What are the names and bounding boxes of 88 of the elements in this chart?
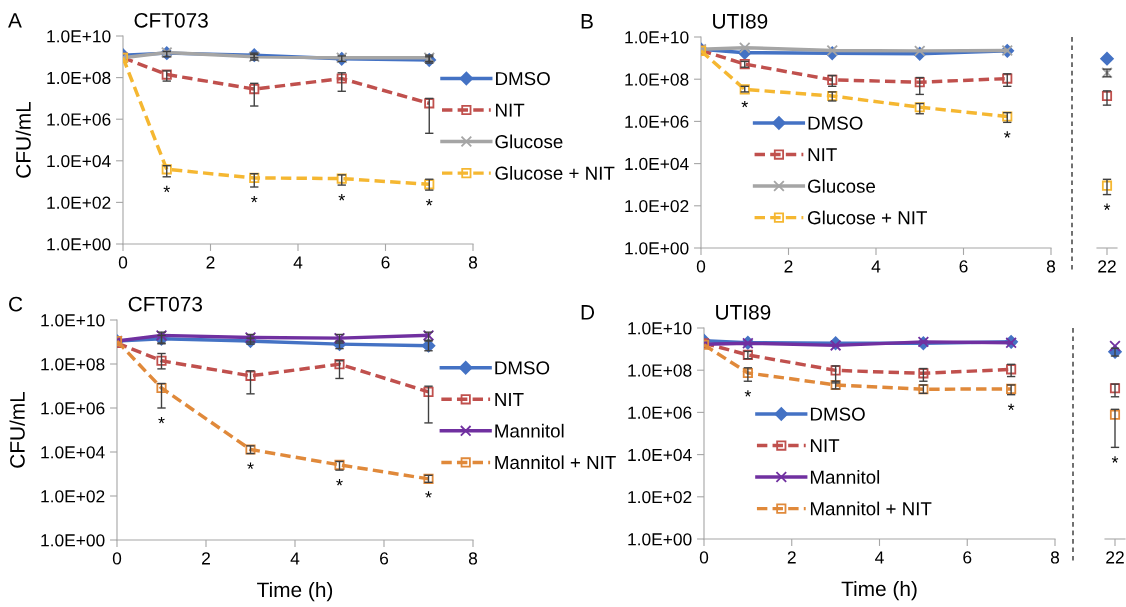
annotation: * [336,479,343,486]
annotation: * [163,185,170,193]
y-tick-label: 1.0E+00 [47,238,111,251]
y-tick-label: 1.0E+10 [47,30,111,43]
x-tick-label: 4 [875,551,884,564]
legend-label: Glucose + NIT [495,166,615,180]
legend-label: Mannitol + NIT [495,455,616,470]
y-tick-label: 1.0E+00 [625,242,689,255]
y-tick-label: 1.0E+06 [47,113,111,126]
y-tick-label: 1.0E+04 [41,446,105,459]
y-tick-label: 1.0E+04 [628,448,692,462]
x-tick-label: 0 [699,551,709,564]
legend-label: DMSO [810,407,865,421]
annotation: * [425,491,432,498]
chart-title: UTI89 [713,13,768,29]
y-tick-label: 1.0E+08 [625,73,689,86]
x-tick-label: 2 [787,551,796,564]
x-tick-label: 6 [959,260,968,273]
chart-title: UTI89 [716,304,771,320]
legend-label: DMSO [495,361,550,375]
legend-label: NIT [496,103,525,117]
y-tick-label: 1.0E+02 [47,196,111,209]
annotation: * [1004,131,1011,138]
x-tick-label: 2 [784,260,793,273]
x-axis-title: Time (h) [841,580,917,601]
x-tick-label: 4 [871,260,881,273]
y-tick-label: 1.0E+04 [47,154,111,168]
legend-label: NIT [810,439,840,453]
x-tick-label: 6 [381,256,390,269]
annotation: * [251,196,258,203]
y-tick-label: 1.0E+00 [41,534,105,547]
x-tick-label: 4 [290,552,300,565]
x-tick-label: 22 [1106,551,1124,564]
y-tick-label: 1.0E+10 [625,31,689,44]
y-tick-label: 1.0E+10 [628,322,692,335]
x-tick-label: 8 [468,256,478,269]
x-axis-title: Time (h) [257,581,333,602]
x-tick-label: 0 [112,552,122,565]
y-tick-label: 1.0E+08 [628,364,692,377]
text: A [8,13,22,28]
y-tick-label: 1.0E+02 [628,490,692,504]
legend-label: NIT [808,148,837,162]
annotation: * [744,390,752,397]
y-tick-label: 1.0E+06 [625,115,689,128]
y-tick-label: 1.0E+06 [41,402,105,415]
y-tick-label: 1.0E+02 [625,199,689,213]
y-tick-label: 1.0E+00 [628,533,692,546]
text: C [9,296,23,312]
x-tick-label: 2 [202,552,210,565]
x-tick-label: 22 [1098,260,1116,273]
legend-label: Glucose [808,179,876,193]
legend-label: Mannitol [495,423,564,438]
annotation: * [338,194,345,201]
x-tick-label: 4 [293,256,303,269]
y-tick-label: 1.0E+10 [41,314,105,327]
annotation: * [1103,203,1111,210]
legend-label: Mannitol [810,470,880,484]
text: B [581,14,593,29]
y-axis-title: CFU/mL [9,391,25,468]
y-tick-label: 1.0E+08 [47,71,111,85]
text: D [581,305,595,320]
x-tick-label: 0 [118,256,128,269]
y-tick-label: 1.0E+06 [628,406,692,419]
annotation: * [158,417,165,424]
x-tick-label: 8 [1046,260,1056,273]
chart-title: CFT073 [128,296,203,312]
legend-label: DMSO [496,71,550,86]
chart-title: CFT073 [134,12,208,28]
y-tick-label: 1.0E+08 [41,358,105,371]
x-tick-label: 8 [1050,551,1060,564]
x-tick-label: 0 [696,260,706,273]
y-axis-title: CFU/mL [15,101,31,178]
legend-label: DMSO [808,116,863,130]
annotation: * [247,462,254,469]
x-tick-label: 2 [206,256,215,269]
annotation: * [426,199,433,206]
x-tick-label: 6 [380,552,389,565]
y-tick-label: 1.0E+04 [625,157,689,171]
annotation: * [1111,456,1119,463]
y-tick-label: 1.0E+02 [41,490,105,503]
legend-label: Mannitol + NIT [810,501,932,516]
legend-label: NIT [495,392,524,406]
legend-label: Glucose + NIT [808,210,927,225]
x-tick-label: 6 [963,551,972,564]
legend-label: Glucose [495,134,563,149]
annotation: * [1007,403,1015,411]
x-tick-label: 8 [468,552,478,565]
annotation: * [741,100,748,108]
